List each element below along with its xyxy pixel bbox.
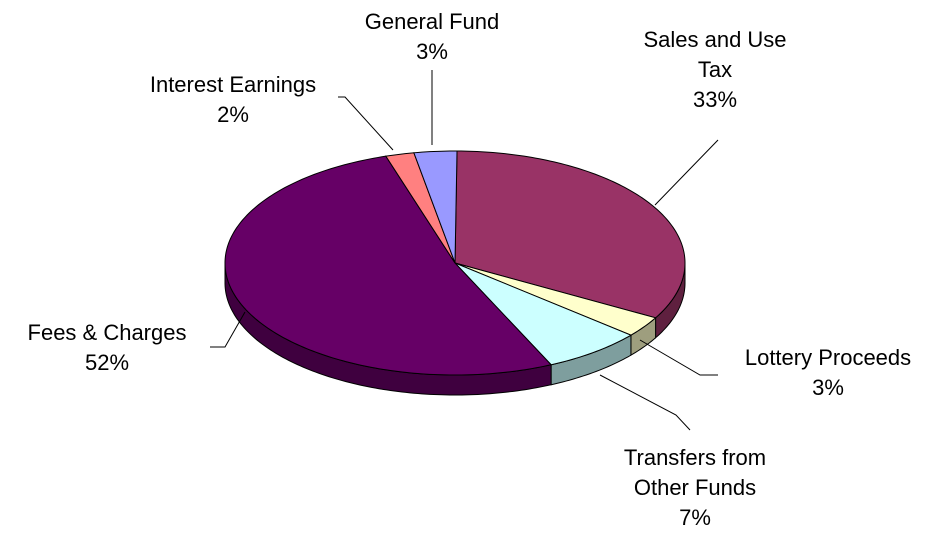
slice-label: Interest Earnings 2% <box>113 70 353 130</box>
slice-label: Transfers from Other Funds 7% <box>600 443 790 533</box>
category-label: Interest Earnings <box>149 72 317 97</box>
slice <box>224 155 553 376</box>
leader-line <box>210 311 246 348</box>
value-label: 33% <box>692 87 738 112</box>
slice <box>454 262 633 366</box>
value-label: 52% <box>84 350 130 375</box>
slice <box>384 152 456 264</box>
slice <box>454 262 657 336</box>
value-label: 7% <box>679 505 711 530</box>
value-label: 3% <box>416 39 448 64</box>
value-label: 3% <box>812 375 844 400</box>
leader-line <box>599 374 691 431</box>
category-label: Sales and Use Tax <box>643 27 787 82</box>
slice <box>413 150 458 264</box>
leader-line <box>639 339 718 376</box>
slice-label: Lottery Proceeds 3% <box>698 343 935 403</box>
leader-line <box>654 139 719 206</box>
slice-label: General Fund 3% <box>332 7 532 67</box>
category-label: Fees & Charges <box>27 320 187 345</box>
slice-label: Sales and Use Tax 33% <box>635 25 795 115</box>
category-label: Lottery Proceeds <box>744 345 912 370</box>
category-label: General Fund <box>364 9 500 34</box>
slice-label: Fees & Charges 52% <box>0 318 217 378</box>
slice <box>454 150 686 319</box>
category-label: Transfers from Other Funds <box>623 445 767 500</box>
leader-line <box>338 96 394 151</box>
value-label: 2% <box>217 102 249 127</box>
